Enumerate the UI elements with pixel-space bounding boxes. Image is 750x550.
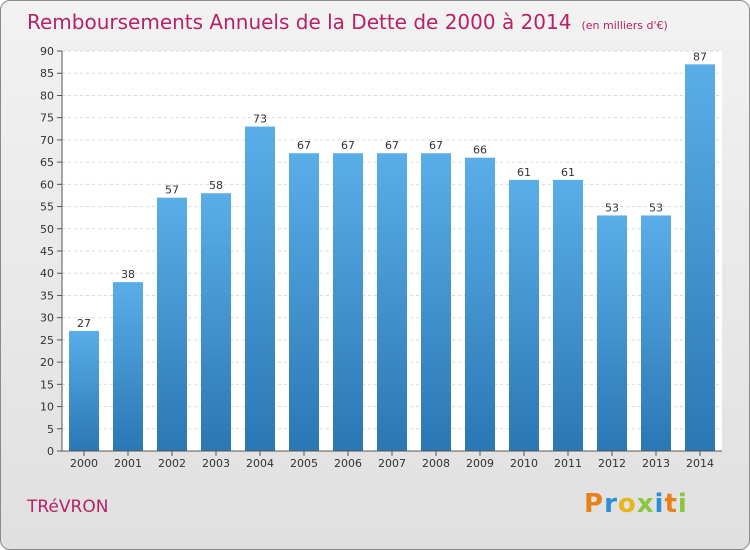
bar <box>377 153 407 451</box>
bar <box>597 215 627 451</box>
bar-value-label: 66 <box>473 144 487 157</box>
x-tick-label: 2000 <box>70 457 98 470</box>
y-tick-label: 10 <box>40 401 54 414</box>
bar <box>245 126 275 452</box>
y-tick-label: 60 <box>40 178 54 191</box>
x-tick-label: 2004 <box>246 457 274 470</box>
x-tick-label: 2006 <box>334 457 362 470</box>
bar <box>553 179 583 451</box>
y-tick-label: 50 <box>40 223 54 236</box>
logo-letter: x <box>636 489 655 519</box>
y-tick-label: 45 <box>40 245 54 258</box>
y-tick-label: 35 <box>40 289 54 302</box>
y-tick-label: 30 <box>40 312 54 325</box>
bar-value-label: 61 <box>517 166 531 179</box>
bar-value-label: 53 <box>649 201 663 214</box>
x-tick-label: 2009 <box>466 457 494 470</box>
bar-value-label: 67 <box>297 139 311 152</box>
x-tick-label: 2013 <box>642 457 670 470</box>
chart-title: Remboursements Annuels de la Dette de 20… <box>27 10 668 34</box>
bar <box>113 282 143 451</box>
x-tick-label: 2012 <box>598 457 626 470</box>
bar-value-label: 53 <box>605 201 619 214</box>
bar-value-label: 38 <box>121 268 135 281</box>
y-tick-label: 5 <box>47 423 54 436</box>
y-tick-label: 0 <box>47 445 54 458</box>
logo-letter: r <box>604 489 618 519</box>
y-tick-label: 80 <box>40 89 54 102</box>
y-tick-label: 15 <box>40 378 54 391</box>
x-tick-label: 2011 <box>554 457 582 470</box>
x-tick-label: 2001 <box>114 457 142 470</box>
bar <box>465 157 495 451</box>
bar-value-label: 87 <box>693 50 707 63</box>
x-tick-label: 2002 <box>158 457 186 470</box>
x-tick-label: 2014 <box>686 457 714 470</box>
bar-value-label: 67 <box>385 139 399 152</box>
bar-value-label: 58 <box>209 179 223 192</box>
y-tick-label: 65 <box>40 156 54 169</box>
y-tick-label: 90 <box>40 45 54 58</box>
bar-value-label: 67 <box>429 139 443 152</box>
x-tick-label: 2007 <box>378 457 406 470</box>
bar <box>333 153 363 451</box>
x-tick-label: 2003 <box>202 457 230 470</box>
y-tick-label: 25 <box>40 334 54 347</box>
logo-letter: i <box>654 489 665 519</box>
bar <box>201 193 231 451</box>
bar-value-label: 67 <box>341 139 355 152</box>
bar <box>69 331 99 451</box>
bar <box>685 64 715 452</box>
y-tick-label: 20 <box>40 356 54 369</box>
bar-value-label: 73 <box>253 113 267 126</box>
chart-unit-note: (en milliers d'€) <box>581 19 668 32</box>
bar-value-label: 27 <box>77 317 91 330</box>
y-tick-label: 55 <box>40 201 54 214</box>
y-tick-label: 70 <box>40 134 54 147</box>
x-tick-label: 2008 <box>422 457 450 470</box>
logo-letter: P <box>584 489 605 519</box>
commune-name: TRéVRON <box>27 497 109 517</box>
bar <box>421 153 451 451</box>
logo-letter: i <box>677 489 688 519</box>
x-tick-label: 2010 <box>510 457 538 470</box>
x-tick-label: 2005 <box>290 457 318 470</box>
bar <box>509 179 539 451</box>
y-tick-label: 75 <box>40 112 54 125</box>
y-tick-label: 40 <box>40 267 54 280</box>
bar <box>641 215 671 451</box>
chart-title-text: Remboursements Annuels de la Dette de 20… <box>27 10 572 34</box>
bar-value-label: 61 <box>561 166 575 179</box>
y-tick-label: 85 <box>40 67 54 80</box>
bar-value-label: 57 <box>165 184 179 197</box>
logo-letter: o <box>617 489 637 519</box>
proxiti-logo: Proxiti <box>584 489 688 519</box>
logo-letter: t <box>664 489 678 519</box>
bar <box>289 153 319 451</box>
bar <box>157 197 187 451</box>
